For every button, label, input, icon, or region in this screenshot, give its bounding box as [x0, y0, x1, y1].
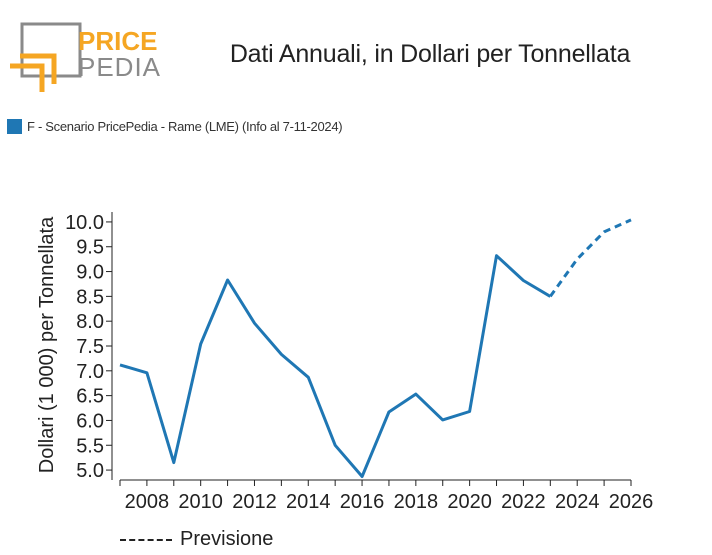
- legend: F - Scenario PricePedia - Rame (LME) (In…: [7, 118, 343, 134]
- y-tick-label: 5.5: [76, 435, 104, 457]
- y-tick-label: 6.5: [76, 386, 104, 408]
- logo-frame-gray: [20, 22, 82, 78]
- x-tick-label: 2010: [178, 491, 223, 513]
- x-tick-label: 2026: [609, 491, 654, 513]
- logo-text-bottom: PEDIA: [78, 52, 161, 82]
- chart-title: Dati Annuali, in Dollari per Tonnellata: [229, 40, 631, 68]
- forecast-key: Previsione: [120, 528, 273, 551]
- y-tick-label: 8.5: [76, 286, 104, 308]
- y-tick-label: 7.5: [76, 336, 104, 358]
- axes: 5.0 5.5 6.06.5 7.0 7.5 8.0 8.59.0 9.5 10.0 2008 20…: [65, 212, 653, 513]
- x-tick-label: 2024: [555, 491, 600, 513]
- y-tick-label: 10.0: [65, 212, 104, 234]
- x-tick-label: 2018: [394, 491, 439, 513]
- y-tick-label: 6.0: [76, 410, 104, 432]
- series-lines: [119, 218, 632, 478]
- forecast-series-line: [549, 218, 632, 298]
- logo-bracket-orange-inner: [20, 53, 57, 84]
- y-tick-label: 5.0: [76, 460, 104, 482]
- y-axis-label: Dollari (1 000) per Tonnellata: [36, 216, 58, 473]
- y-tick-label: 8.0: [76, 311, 104, 333]
- legend-label: F - Scenario PricePedia - Rame (LME) (In…: [27, 118, 343, 134]
- x-tick-label: 2016: [340, 491, 385, 513]
- legend-swatch: [7, 118, 22, 134]
- x-tick-label: 2012: [232, 491, 277, 513]
- y-tick-label: 7.0: [76, 361, 104, 383]
- x-tick-label: 2008: [125, 491, 170, 513]
- pricepedia-logo: PRICE PEDIA: [10, 22, 161, 92]
- logo-text-top: PRICE: [78, 26, 157, 56]
- x-tick-label: 2022: [501, 491, 546, 513]
- forecast-label: Previsione: [180, 528, 274, 550]
- y-tick-label: 9.5: [76, 237, 104, 259]
- x-tick-label: 2014: [286, 491, 331, 513]
- logo-bracket-orange-outer: [10, 63, 45, 92]
- x-tick-label: 2020: [447, 491, 492, 513]
- forecast-dash-sample: [120, 538, 172, 541]
- historical-series-line: [119, 254, 552, 478]
- y-tick-label: 9.0: [76, 262, 104, 284]
